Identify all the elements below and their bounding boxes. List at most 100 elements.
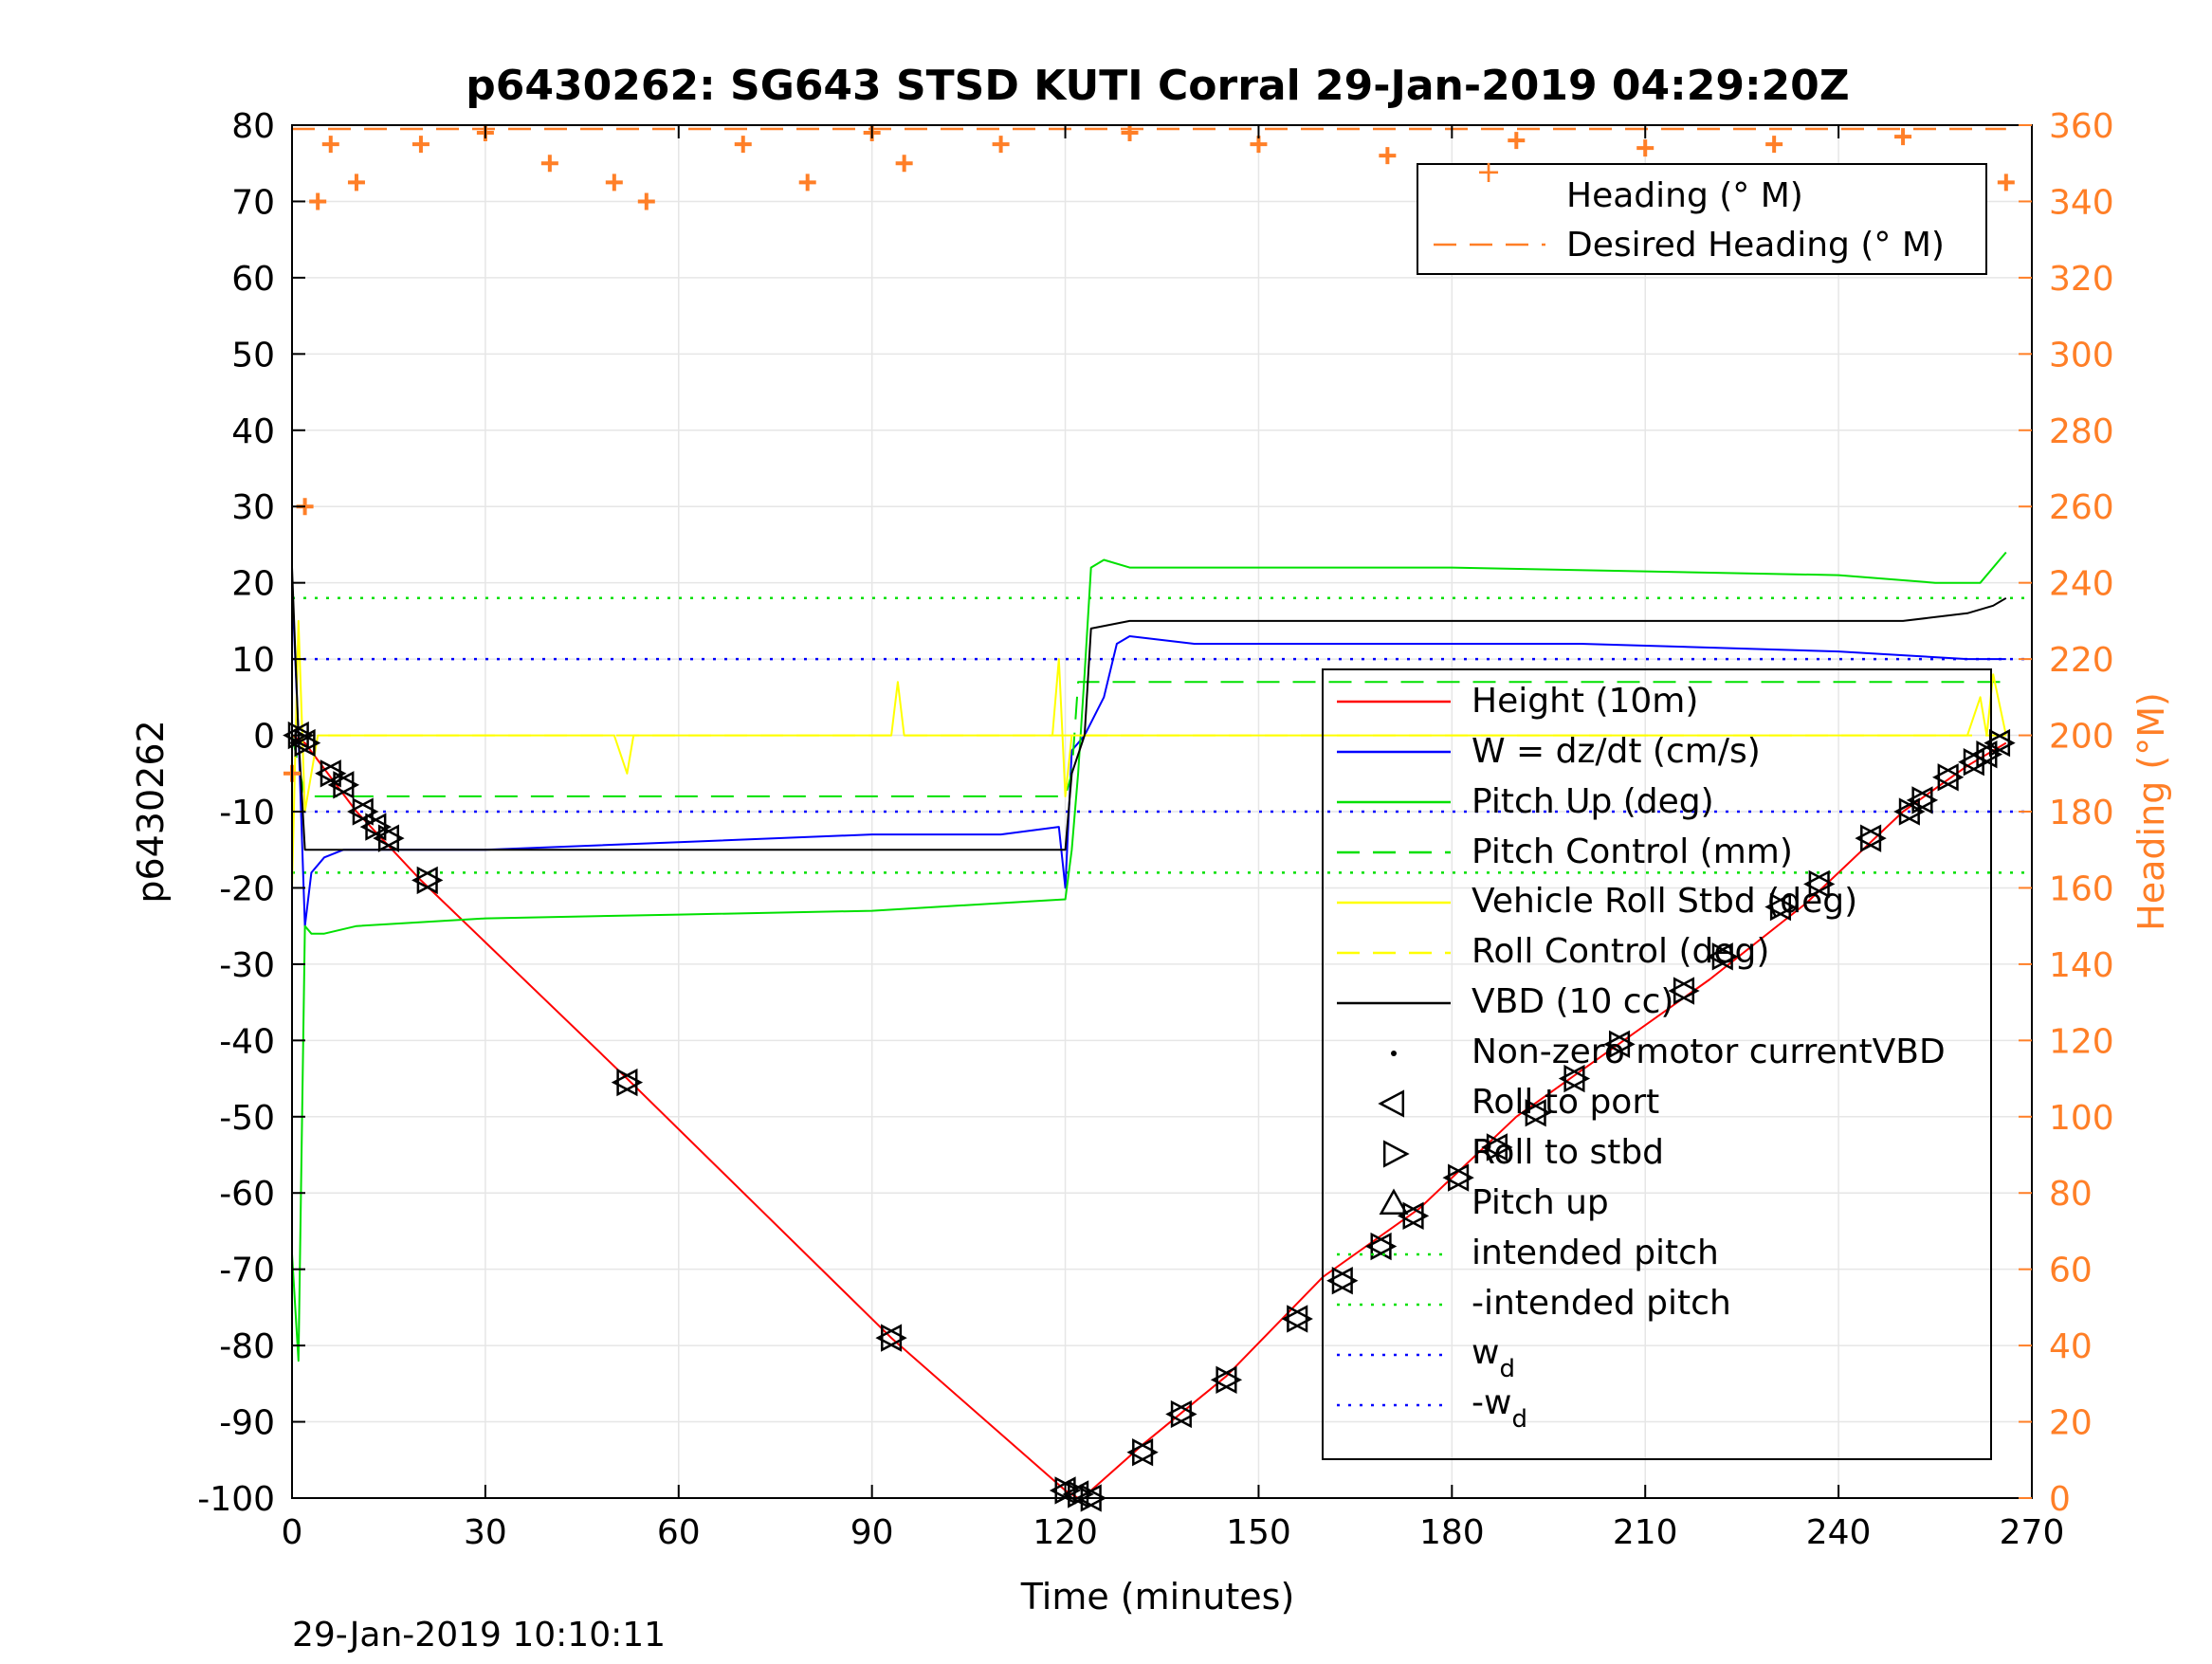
- legend-neg-wd-label: -wd: [1472, 1383, 1527, 1434]
- legend-wd-label: wd: [1472, 1333, 1515, 1383]
- heading-point: [1636, 139, 1654, 157]
- roll-port-marker: [1668, 977, 1695, 1005]
- roll-port-marker: [1893, 797, 1920, 826]
- roll-port-marker: [1520, 1099, 1546, 1127]
- legend-neg-intended-pitch-label: -intended pitch: [1472, 1284, 1731, 1323]
- series-pitch-up-deg: [291, 551, 2007, 1362]
- y2-tick-label: 360: [2049, 107, 2114, 146]
- heading-point: [734, 136, 752, 154]
- roll-stbd-marker: [416, 866, 444, 895]
- legend-pitch-up-marker-label: Pitch up: [1472, 1183, 1609, 1222]
- legend-pitch-up-label: Pitch Up (deg): [1472, 782, 1714, 821]
- legend-motor-current-label: Non-zero motor currentVBD: [1472, 1033, 1946, 1071]
- x-tick-label: 270: [2000, 1513, 2065, 1552]
- y-tick-label: -90: [219, 1404, 275, 1443]
- y-tick-label: -80: [219, 1327, 275, 1366]
- heading-point: [1765, 136, 1783, 154]
- x-axis-label: Time (minutes): [1020, 1576, 1295, 1618]
- y-tick-label: 60: [231, 260, 275, 299]
- roll-port-marker: [611, 1068, 638, 1097]
- x-tick-label: 210: [1613, 1513, 1678, 1552]
- roll-stbd-marker: [1976, 740, 2003, 769]
- roll-port-marker: [1855, 824, 1882, 852]
- series-vbd-10-cc: [291, 567, 2007, 851]
- heading-point: [540, 155, 558, 173]
- legend-desired-heading-label: Desired Heading (° M): [1566, 226, 1945, 265]
- y2-tick-label: 80: [2049, 1175, 2093, 1214]
- roll-port-marker: [1764, 892, 1791, 922]
- y-tick-label: 20: [231, 565, 275, 604]
- roll-stbd-marker: [333, 771, 360, 799]
- y-axis-label: p6430262: [130, 720, 172, 903]
- y-tick-label: -100: [197, 1480, 275, 1519]
- legend-main-box: [1322, 668, 1992, 1460]
- roll-port-marker: [411, 866, 438, 895]
- y2-tick-label: 240: [2049, 565, 2114, 604]
- heading-point: [1508, 132, 1526, 150]
- heading-point: [1997, 174, 2015, 192]
- roll-stbd-marker: [1370, 1232, 1398, 1261]
- roll-stbd-marker: [1525, 1099, 1552, 1127]
- roll-port-marker: [1165, 1399, 1192, 1429]
- legend-roll-control-label: Roll Control (deg): [1472, 932, 1769, 971]
- series-w-dz-dt-cm-s: [291, 582, 2006, 927]
- roll-stbd-marker: [881, 1324, 907, 1352]
- heading-point: [1250, 136, 1268, 154]
- y2-tick-label: 200: [2049, 718, 2114, 757]
- y-tick-label: -60: [219, 1175, 275, 1214]
- roll-stbd-marker: [1769, 892, 1797, 922]
- roll-port-marker: [347, 797, 374, 826]
- roll-port-marker: [1906, 786, 1933, 814]
- roll-stbd-marker: [1711, 942, 1739, 971]
- roll-stbd-marker: [1808, 869, 1836, 899]
- y2-tick-label: 100: [2049, 1099, 2114, 1138]
- roll-stbd-marker: [1216, 1365, 1243, 1394]
- y-tick-label: 10: [231, 641, 275, 680]
- heading-point: [1894, 128, 1912, 146]
- roll-stbd-marker: [1898, 797, 1926, 826]
- y2-tick-label: 340: [2049, 183, 2114, 222]
- y2-axis-label: Heading (°M): [2130, 692, 2172, 931]
- roll-port-marker: [1970, 740, 1998, 769]
- y-tick-label: 80: [231, 107, 275, 146]
- y-tick-label: 30: [231, 488, 275, 527]
- ticks: 0 30 60 90 120 150 180 210 240 270-100-90-80-70-6…: [197, 107, 2113, 1552]
- series-pitch-control-mm: [291, 681, 2006, 797]
- roll-stbd-marker: [320, 759, 347, 788]
- roll-port-marker: [875, 1324, 903, 1352]
- roll-stbd-marker: [1448, 1163, 1474, 1192]
- legend-height-label: Height (10m): [1472, 682, 1698, 721]
- legend-roll-stbd-label: Vehicle Roll Stbd (deg): [1472, 882, 1857, 921]
- roll-port-marker: [1931, 763, 1959, 792]
- y-tick-label: -20: [219, 869, 275, 908]
- legend-sample-roll-stbd: [1382, 1140, 1410, 1168]
- roll-stbd-marker: [294, 728, 321, 758]
- heading-point: [309, 192, 327, 210]
- roll-stbd-marker: [1608, 1030, 1636, 1059]
- marker-layer: [283, 721, 2016, 1512]
- heading-point: [1379, 147, 1397, 165]
- y2-tick-label: 60: [2049, 1252, 2093, 1290]
- x-tick-label: 60: [657, 1513, 701, 1552]
- y2-tick-label: 220: [2049, 641, 2114, 680]
- heading-point: [1121, 124, 1139, 142]
- footer-timestamp: 29-Jan-2019 10:10:11: [292, 1616, 666, 1655]
- y2-tick-label: 280: [2049, 412, 2114, 451]
- roll-stbd-marker: [1860, 824, 1887, 852]
- roll-port-marker: [373, 824, 399, 852]
- y-tick-label: -30: [219, 946, 275, 985]
- roll-stbd-marker: [287, 721, 315, 750]
- roll-stbd-marker: [1673, 977, 1700, 1005]
- legend-main: Height (10m) W = dz/dt (cm/s) Pitch Up (…: [1322, 668, 1992, 1460]
- y-tick-label: 0: [253, 718, 275, 757]
- heading-point: [798, 174, 816, 192]
- y2-tick-label: 260: [2049, 488, 2114, 527]
- legend-main-samples: [1337, 700, 1451, 1407]
- y-tick-label: -40: [219, 1022, 275, 1061]
- legend-w-label: W = dz/dt (cm/s): [1472, 732, 1761, 771]
- roll-stbd-marker: [1402, 1201, 1430, 1231]
- roll-stbd-marker: [365, 813, 393, 841]
- heading-point: [637, 192, 655, 210]
- roll-port-marker: [1707, 942, 1733, 971]
